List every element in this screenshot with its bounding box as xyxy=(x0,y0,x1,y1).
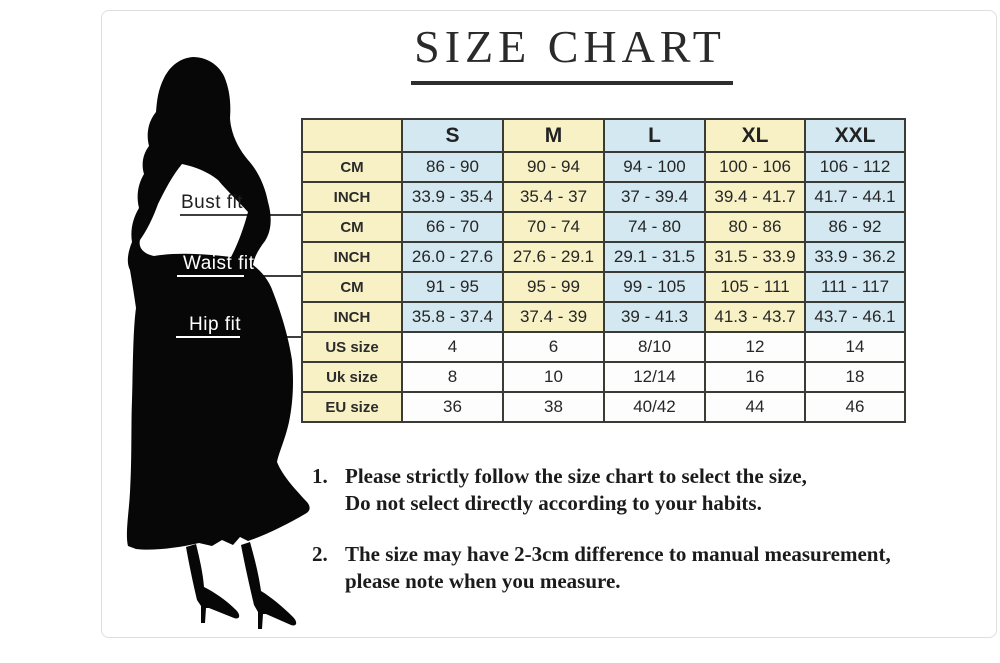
size-table-body: CM 86 - 90 90 - 94 94 - 100 100 - 106 106 - 1… xyxy=(301,151,906,423)
table-cell: 8 xyxy=(401,361,504,393)
table-cell: 74 - 80 xyxy=(603,211,706,243)
note-1: 1. Please strictly follow the size chart… xyxy=(312,463,962,517)
bust-fit-label: Bust fit xyxy=(181,192,244,213)
waist-fit-label: Waist fit xyxy=(183,253,255,274)
table-cell: 12 xyxy=(704,331,806,363)
row-label: CM xyxy=(301,211,403,243)
table-cell: 27.6 - 29.1 xyxy=(502,241,605,273)
table-cell: 26.0 - 27.6 xyxy=(401,241,504,273)
table-cell: 86 - 92 xyxy=(804,211,906,243)
table-cell: 35.4 - 37 xyxy=(502,181,605,213)
note-1-number: 1. xyxy=(312,464,328,488)
table-cell: 37 - 39.4 xyxy=(603,181,706,213)
table-row: Uk size 8 10 12/14 16 18 xyxy=(301,361,906,393)
table-cell: 39.4 - 41.7 xyxy=(704,181,806,213)
table-row: INCH 26.0 - 27.6 27.6 - 29.1 29.1 - 31.5 31.… xyxy=(301,241,906,273)
bust-measure-line xyxy=(180,214,302,216)
note-2-line-1: The size may have 2-3cm difference to ma… xyxy=(345,542,891,566)
size-header-xl: XL xyxy=(704,118,806,153)
note-1-line-2: Do not select directly according to your… xyxy=(345,491,762,515)
table-cell: 6 xyxy=(502,331,605,363)
table-cell: 105 - 111 xyxy=(704,271,806,303)
note-1-text: Please strictly follow the size chart to… xyxy=(345,463,962,517)
note-2-number: 2. xyxy=(312,542,328,566)
table-cell: 39 - 41.3 xyxy=(603,301,706,333)
row-label: EU size xyxy=(301,391,403,423)
table-row: CM 86 - 90 90 - 94 94 - 100 100 - 106 106 - 1… xyxy=(301,151,906,183)
corner-cell xyxy=(301,118,403,153)
note-2: 2. The size may have 2-3cm difference to… xyxy=(312,541,962,595)
table-cell: 37.4 - 39 xyxy=(502,301,605,333)
table-cell: 4 xyxy=(401,331,504,363)
table-cell: 94 - 100 xyxy=(603,151,706,183)
size-header-row: S M L XL XXL xyxy=(301,118,906,153)
table-cell: 36 xyxy=(401,391,504,423)
table-cell: 14 xyxy=(804,331,906,363)
title-underline xyxy=(411,81,733,85)
table-row: INCH 35.8 - 37.4 37.4 - 39 39 - 41.3 41.3 - … xyxy=(301,301,906,333)
table-cell: 99 - 105 xyxy=(603,271,706,303)
table-cell: 18 xyxy=(804,361,906,393)
row-label: INCH xyxy=(301,181,403,213)
table-cell: 33.9 - 36.2 xyxy=(804,241,906,273)
table-cell: 86 - 90 xyxy=(401,151,504,183)
size-header-m: M xyxy=(502,118,605,153)
frame-border xyxy=(101,10,997,638)
size-header-s: S xyxy=(401,118,504,153)
table-cell: 31.5 - 33.9 xyxy=(704,241,806,273)
table-cell: 100 - 106 xyxy=(704,151,806,183)
table-cell: 41.3 - 43.7 xyxy=(704,301,806,333)
size-table: S M L XL XXL CM 86 - 90 90 - 94 94 - 100 100… xyxy=(301,118,906,423)
waist-label-underline xyxy=(177,275,244,277)
table-cell: 16 xyxy=(704,361,806,393)
row-label: US size xyxy=(301,331,403,363)
table-cell: 70 - 74 xyxy=(502,211,605,243)
size-header-l: L xyxy=(603,118,706,153)
table-cell: 80 - 86 xyxy=(704,211,806,243)
row-label: INCH xyxy=(301,241,403,273)
table-cell: 44 xyxy=(704,391,806,423)
size-header-xxl: XXL xyxy=(804,118,906,153)
page-title: SIZE CHART xyxy=(414,21,726,72)
table-cell: 90 - 94 xyxy=(502,151,605,183)
row-label: CM xyxy=(301,151,403,183)
table-row: INCH 33.9 - 35.4 35.4 - 37 37 - 39.4 39.4 - … xyxy=(301,181,906,213)
table-cell: 12/14 xyxy=(603,361,706,393)
table-cell: 29.1 - 31.5 xyxy=(603,241,706,273)
table-cell: 35.8 - 37.4 xyxy=(401,301,504,333)
table-cell: 8/10 xyxy=(603,331,706,363)
table-cell: 38 xyxy=(502,391,605,423)
table-cell: 66 - 70 xyxy=(401,211,504,243)
table-row: US size 4 6 8/10 12 14 xyxy=(301,331,906,363)
table-cell: 91 - 95 xyxy=(401,271,504,303)
row-label: INCH xyxy=(301,301,403,333)
table-row: CM 66 - 70 70 - 74 74 - 80 80 - 86 86 - 92 xyxy=(301,211,906,243)
table-cell: 41.7 - 44.1 xyxy=(804,181,906,213)
notes-section: 1. Please strictly follow the size chart… xyxy=(312,463,962,595)
table-cell: 40/42 xyxy=(603,391,706,423)
hip-label-underline xyxy=(176,336,240,338)
table-row: CM 91 - 95 95 - 99 99 - 105 105 - 111 111 - 1… xyxy=(301,271,906,303)
table-cell: 43.7 - 46.1 xyxy=(804,301,906,333)
note-1-line-1: Please strictly follow the size chart to… xyxy=(345,464,807,488)
hip-fit-label: Hip fit xyxy=(189,314,242,335)
table-cell: 33.9 - 35.4 xyxy=(401,181,504,213)
table-cell: 10 xyxy=(502,361,605,393)
table-cell: 111 - 117 xyxy=(804,271,906,303)
row-label: CM xyxy=(301,271,403,303)
table-cell: 95 - 99 xyxy=(502,271,605,303)
row-label: Uk size xyxy=(301,361,403,393)
table-cell: 106 - 112 xyxy=(804,151,906,183)
table-cell: 46 xyxy=(804,391,906,423)
table-row: EU size 36 38 40/42 44 46 xyxy=(301,391,906,423)
note-2-line-2: please note when you measure. xyxy=(345,569,621,593)
note-2-text: The size may have 2-3cm difference to ma… xyxy=(345,541,962,595)
